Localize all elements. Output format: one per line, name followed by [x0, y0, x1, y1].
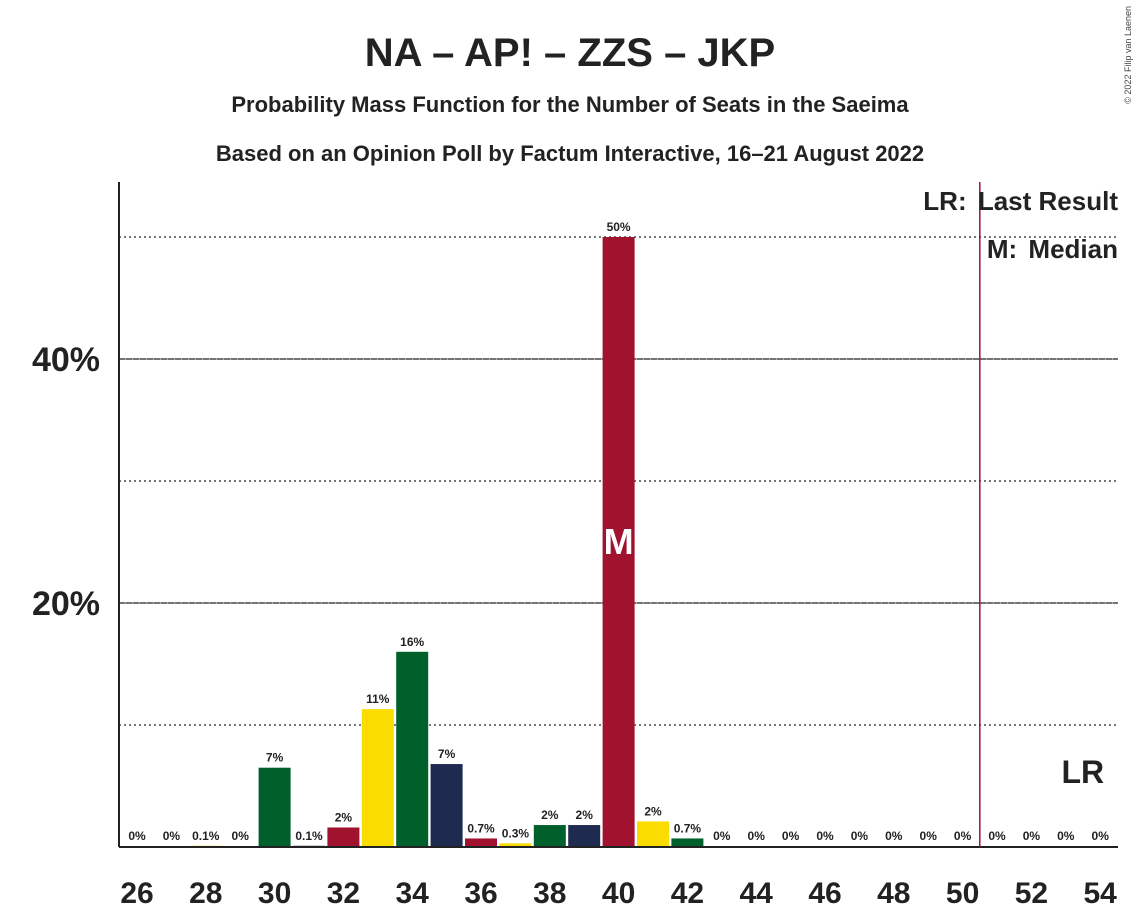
legend-lr-key: LR:	[923, 186, 966, 216]
data-label-seat-28: 0.1%	[192, 829, 220, 843]
data-label-seat-33: 11%	[366, 692, 390, 706]
bar-seat-41	[637, 821, 669, 847]
bars	[189, 237, 704, 847]
data-label-seat-49: 0%	[920, 829, 938, 843]
x-tick-label-44: 44	[740, 877, 774, 910]
x-tick-label-42: 42	[671, 877, 704, 910]
data-label-seat-45: 0%	[782, 829, 800, 843]
data-label-seat-54: 0%	[1092, 829, 1110, 843]
x-axis-ticks: 26 28 30 32 34 36 38 40 42 44 46 48 50 52 54	[120, 877, 1117, 910]
x-tick-label-40: 40	[602, 877, 635, 910]
data-label-seat-31: 0.1%	[295, 829, 323, 843]
chart-subtitle: Probability Mass Function for the Number…	[231, 92, 909, 117]
data-label-seat-38: 2%	[541, 808, 559, 822]
data-label-seat-48: 0%	[885, 829, 903, 843]
bar-seat-32	[327, 827, 360, 847]
data-label-seat-30: 7%	[266, 751, 284, 765]
bar-seat-42	[671, 838, 704, 847]
bar-seat-37	[499, 843, 532, 847]
data-label-seat-26: 0%	[128, 829, 146, 843]
bar-seat-34	[396, 651, 429, 847]
y-tick-label-40: 40%	[32, 341, 100, 379]
svg-text:LR: Last Result: LR: Last Result	[923, 186, 1118, 216]
median-marker: M	[604, 521, 634, 562]
data-label-seat-51: 0%	[988, 829, 1006, 843]
bar-seat-36	[465, 838, 497, 847]
data-label-seat-34: 16%	[400, 635, 424, 649]
bar-seat-38	[533, 825, 566, 847]
x-tick-label-50: 50	[946, 877, 979, 910]
y-axis-ticks: 20% 40%	[32, 341, 100, 623]
copyright-notice: © 2022 Filip van Laenen	[1123, 6, 1133, 104]
data-label-seat-40: 50%	[607, 220, 631, 234]
legend-lr-text: Last Result	[978, 186, 1118, 216]
data-label-seat-36: 0.7%	[467, 821, 495, 835]
data-label-seat-47: 0%	[851, 829, 869, 843]
data-label-seat-44: 0%	[748, 829, 766, 843]
data-label-seat-42: 0.7%	[674, 821, 702, 835]
data-label-seat-27: 0%	[163, 829, 181, 843]
data-label-seat-43: 0%	[713, 829, 731, 843]
data-label-seat-52: 0%	[1023, 829, 1041, 843]
chart-title: NA – AP! – ZZS – JKP	[365, 31, 775, 75]
data-label-seat-53: 0%	[1057, 829, 1075, 843]
data-label-seat-50: 0%	[954, 829, 972, 843]
legend: LR: Last Result M: Median	[923, 186, 1118, 264]
data-label-seat-37: 0.3%	[502, 826, 530, 840]
x-tick-label-36: 36	[464, 877, 497, 910]
x-tick-label-54: 54	[1084, 877, 1118, 910]
x-tick-label-48: 48	[877, 877, 910, 910]
y-tick-label-20: 20%	[32, 585, 100, 623]
axes	[118, 182, 1118, 848]
x-tick-label-52: 52	[1015, 877, 1048, 910]
data-label-seat-32: 2%	[335, 810, 353, 824]
bar-seat-35	[430, 764, 463, 847]
bar-seat-39	[568, 825, 601, 847]
data-labels: 0% 0% 0.1% 0% 7% 0.1% 2% 11% 16% 7% 0.7% 0.3% 2% 2% 50…	[128, 220, 1109, 843]
bar-seat-40	[602, 237, 635, 847]
x-tick-label-28: 28	[189, 877, 222, 910]
legend-median-key: M:	[987, 234, 1017, 264]
x-tick-label-26: 26	[120, 877, 153, 910]
legend-median-text: Median	[1028, 234, 1118, 264]
x-tick-label-32: 32	[327, 877, 360, 910]
x-tick-label-34: 34	[396, 877, 430, 910]
x-tick-label-30: 30	[258, 877, 291, 910]
last-result-marker: LR	[1061, 754, 1104, 790]
svg-text:M: Median: M: Median	[987, 234, 1118, 264]
x-tick-label-38: 38	[533, 877, 566, 910]
chart-subtitle-source: Based on an Opinion Poll by Factum Inter…	[216, 141, 924, 166]
data-label-seat-41: 2%	[644, 804, 662, 818]
data-label-seat-46: 0%	[816, 829, 834, 843]
data-label-seat-29: 0%	[232, 829, 250, 843]
data-label-seat-35: 7%	[438, 747, 456, 761]
x-tick-label-46: 46	[808, 877, 841, 910]
data-label-seat-39: 2%	[576, 808, 594, 822]
bar-seat-33	[361, 709, 394, 847]
bar-seat-30	[258, 767, 291, 847]
